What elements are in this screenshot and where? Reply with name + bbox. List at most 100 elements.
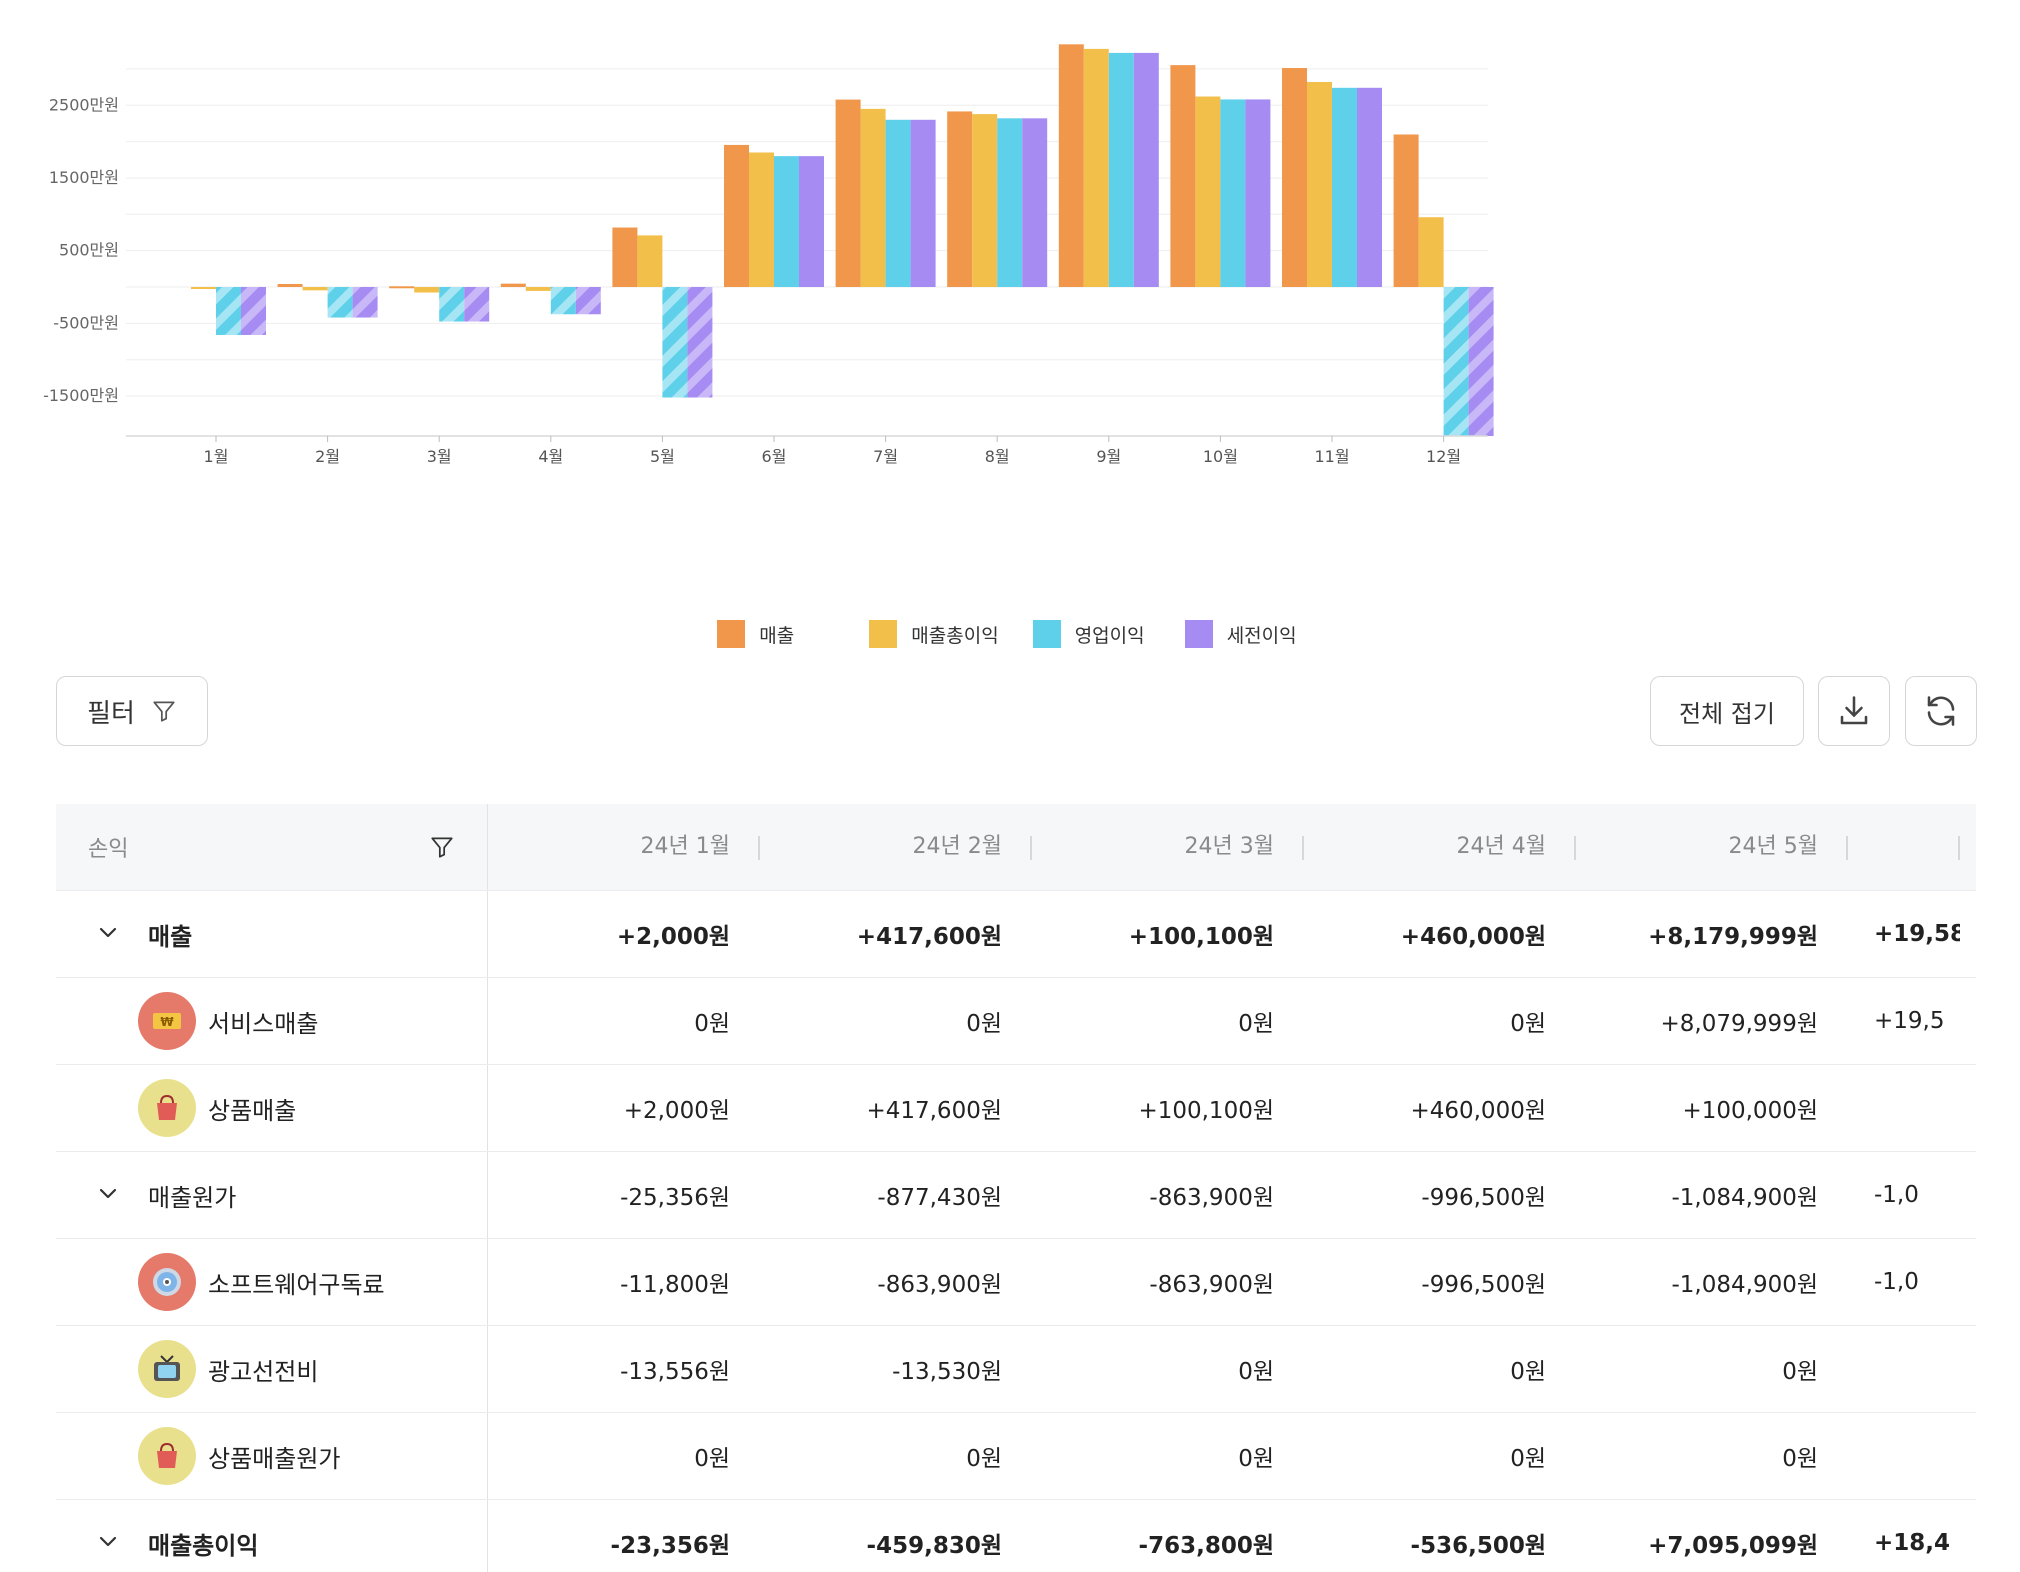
month-header[interactable]: 24년 1월	[488, 804, 760, 890]
bar[interactable]	[439, 287, 465, 322]
month-header[interactable]: 24년 2월	[760, 804, 1032, 890]
x-tick-label: 8월	[985, 447, 1010, 466]
table-row[interactable]: 상품매출 +2,000원 +417,600원 +100,100원 +460,000원 +1…	[56, 1065, 1976, 1152]
value-cell: 0원	[1238, 1359, 1274, 1385]
table-header-label: 손익	[88, 837, 129, 862]
row-label-cell: 소프트웨어구독료	[56, 1239, 488, 1325]
bar[interactable]	[302, 287, 328, 291]
legend-item[interactable]: 영업이익	[1032, 620, 1151, 648]
table-group-row[interactable]: 매출 +2,000원 +417,600원 +100,100원 +460,000원 +8,1…	[56, 891, 1976, 978]
bar[interactable]	[1195, 96, 1221, 287]
collapse-all-button[interactable]: 전체 접기	[1650, 676, 1804, 746]
bar[interactable]	[997, 118, 1023, 287]
bar[interactable]	[1418, 217, 1444, 287]
bar[interactable]	[1245, 99, 1271, 288]
value-cell: -13,556원	[620, 1359, 730, 1385]
bar[interactable]	[464, 287, 490, 322]
bar[interactable]	[1022, 118, 1048, 287]
value-cell: -763,800원	[1138, 1533, 1274, 1559]
bar[interactable]	[525, 287, 551, 291]
x-tick-label: 1월	[204, 447, 229, 466]
filter-icon	[153, 701, 175, 722]
bar[interactable]	[947, 111, 973, 287]
value-cell: -877,430원	[877, 1185, 1002, 1211]
legend-item[interactable]: 매출	[717, 620, 835, 648]
bar[interactable]	[1220, 99, 1246, 288]
value-cell: 0원	[1510, 1011, 1546, 1037]
profit-bar-chart: 2500만원 1500만원 500만원 -500만원 -1500만원 1월 2월 3월 4월 5월…	[43, 44, 1494, 466]
refresh-button[interactable]	[1905, 676, 1977, 746]
table-row[interactable]: 광고선전비 -13,556원 -13,530원 0원 0원 0원	[56, 1326, 1976, 1413]
month-header[interactable]: 24년 3월	[1032, 804, 1304, 890]
refresh-icon	[1927, 696, 1955, 726]
table-body: 매출 +2,000원 +417,600원 +100,100원 +460,000원 +8,1…	[56, 891, 1976, 1572]
bar[interactable]	[1393, 134, 1419, 287]
bar[interactable]	[1083, 48, 1109, 287]
bar[interactable]	[500, 283, 526, 287]
bar[interactable]	[277, 284, 303, 287]
disc-icon	[138, 1253, 196, 1311]
bar[interactable]	[1307, 81, 1332, 288]
bar[interactable]	[662, 287, 688, 398]
bar[interactable]	[1443, 287, 1469, 437]
value-cell: +100,100원	[1138, 1098, 1274, 1124]
bar[interactable]	[550, 287, 576, 315]
bar[interactable]	[414, 287, 440, 293]
download-icon	[1840, 696, 1868, 725]
table-row[interactable]: 소프트웨어구독료 -11,800원 -863,900원 -863,900원 -996,5…	[56, 1239, 1976, 1326]
bar[interactable]	[241, 287, 266, 335]
bar[interactable]	[352, 287, 378, 318]
bar[interactable]	[774, 156, 799, 287]
table-row[interactable]: ₩ 서비스매출 0원 0원 0원 0원 +8,079,999원 +19,5	[56, 978, 1976, 1065]
bar[interactable]	[1058, 44, 1084, 288]
bar[interactable]	[860, 108, 886, 287]
bar[interactable]	[835, 99, 861, 287]
x-tick-label: 9월	[1096, 447, 1121, 466]
value-cell: -1,0	[1874, 1269, 1919, 1295]
month-header[interactable]: 24년 5월	[1576, 804, 1848, 890]
chevron-down-icon[interactable]	[90, 1185, 126, 1205]
month-header[interactable]: 24년 4월	[1304, 804, 1576, 890]
bar[interactable]	[575, 287, 601, 315]
chevron-down-icon[interactable]	[90, 1533, 126, 1553]
column-filter-icon[interactable]	[429, 834, 455, 860]
bar[interactable]	[972, 114, 998, 287]
bar[interactable]	[724, 144, 749, 287]
bar[interactable]	[1282, 68, 1307, 287]
table-group-row[interactable]: 매출원가 -25,356원 -877,430원 -863,900원 -996,500원 -…	[56, 1152, 1976, 1239]
bar[interactable]	[389, 286, 415, 289]
value-cell: -863,900원	[1149, 1185, 1274, 1211]
bar[interactable]	[687, 287, 713, 398]
bar[interactable]	[1332, 87, 1357, 287]
bar[interactable]	[1170, 65, 1196, 287]
bar[interactable]	[191, 287, 216, 289]
legend-item[interactable]: 세전이익	[1184, 620, 1303, 648]
bar[interactable]	[327, 287, 353, 318]
chart-legend: 매출 매출총이익 영업이익 세전이익	[0, 620, 2020, 648]
x-tick-label: 3월	[427, 447, 452, 466]
chevron-down-icon[interactable]	[90, 924, 126, 944]
bar[interactable]	[799, 156, 824, 287]
bar[interactable]	[1357, 87, 1382, 287]
bar[interactable]	[910, 119, 936, 287]
table-group-row[interactable]: 매출총이익 -23,356원 -459,830원 -763,800원 -536,500원…	[56, 1500, 1976, 1572]
bar[interactable]	[612, 227, 638, 287]
row-label-cell: 상품매출원가	[56, 1413, 488, 1499]
y-tick-label: -500만원	[53, 313, 119, 332]
legend-item[interactable]: 매출총이익	[869, 620, 999, 648]
legend-swatch	[869, 620, 898, 648]
row-label: 매출	[148, 922, 193, 951]
bar[interactable]	[1133, 52, 1159, 287]
download-button[interactable]	[1818, 676, 1890, 746]
bar[interactable]	[637, 235, 663, 287]
bar[interactable]	[1108, 52, 1134, 287]
bar[interactable]	[1468, 287, 1494, 437]
shopping-bag-icon	[138, 1427, 196, 1485]
table-row[interactable]: 상품매출원가 0원 0원 0원 0원 0원	[56, 1413, 1976, 1500]
filter-button[interactable]: 필터	[56, 676, 208, 746]
bar[interactable]	[749, 152, 774, 287]
legend-swatch	[1032, 620, 1061, 648]
bar[interactable]	[885, 119, 911, 287]
row-label: 상품매출	[208, 1096, 297, 1125]
bar[interactable]	[216, 287, 241, 335]
